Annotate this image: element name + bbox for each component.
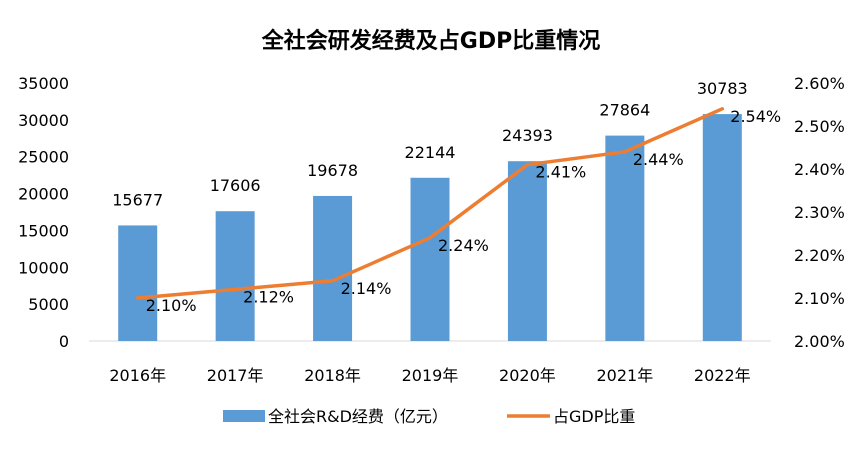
x-tick-label: 2018年 (304, 366, 361, 385)
y-left-tick-label: 5000 (28, 295, 69, 314)
y-left-tick-label: 15000 (18, 221, 69, 240)
x-tick-label: 2017年 (207, 366, 264, 385)
y-left-tick-label: 35000 (18, 74, 69, 93)
bar (410, 177, 450, 341)
line-data-label: 2.41% (535, 163, 586, 182)
y-right-tick-label: 2.10% (794, 289, 845, 308)
bar (118, 225, 158, 341)
bar (215, 211, 255, 341)
y-left-tick-label: 10000 (18, 258, 69, 277)
y-left-tick-label: 30000 (18, 111, 69, 130)
line-data-labels: 2.10% 2.12% 2.14% 2.24% 2.41% 2.44% 2.54% (146, 107, 781, 315)
bar-data-labels: 15677 17606 19678 22144 24393 27864 30783 (112, 79, 747, 209)
y-right-tick-label: 2.20% (794, 246, 845, 265)
bar-data-label: 24393 (502, 126, 553, 145)
line-data-label: 2.12% (243, 287, 294, 306)
line-data-label: 2.10% (146, 296, 197, 315)
line-series (135, 107, 725, 300)
bar (702, 114, 742, 341)
y-axis-left: 0 5000 10000 15000 20000 25000 30000 35000 (18, 74, 69, 351)
legend-swatch-bar (223, 410, 265, 422)
bar-series (118, 114, 742, 341)
y-right-tick-label: 2.50% (794, 117, 845, 136)
bar (605, 135, 645, 341)
line-path (135, 107, 725, 300)
y-right-tick-label: 2.60% (794, 74, 845, 93)
y-right-tick-label: 2.30% (794, 203, 845, 222)
line-data-label: 2.24% (438, 236, 489, 255)
chart-title: 全社会研发经费及占GDP比重情况 (261, 28, 600, 54)
y-right-tick-label: 2.00% (794, 332, 845, 351)
legend-label-bar: 全社会R&D经费（亿元） (268, 407, 448, 426)
y-right-tick-label: 2.40% (794, 160, 845, 179)
y-left-tick-label: 0 (59, 332, 69, 351)
y-axis-right: 2.00% 2.10% 2.20% 2.30% 2.40% 2.50% 2.60% (794, 74, 845, 351)
x-tick-label: 2021年 (596, 366, 653, 385)
x-tick-label: 2019年 (402, 366, 459, 385)
line-data-label: 2.14% (341, 279, 392, 298)
bar-data-label: 19678 (307, 161, 358, 180)
y-left-tick-label: 20000 (18, 185, 69, 204)
y-left-tick-label: 25000 (18, 148, 69, 167)
legend-label-line: 占GDP比重 (553, 407, 635, 426)
bar-data-label: 27864 (599, 101, 650, 120)
line-data-label: 2.44% (633, 150, 684, 169)
legend: 全社会R&D经费（亿元） 占GDP比重 (223, 407, 635, 426)
bar-data-label: 22144 (405, 143, 456, 162)
x-tick-label: 2022年 (694, 366, 751, 385)
bar-data-label: 30783 (697, 79, 748, 98)
bar-data-label: 15677 (112, 190, 163, 209)
x-tick-label: 2020年 (499, 366, 556, 385)
x-tick-label: 2016年 (109, 366, 166, 385)
bar (507, 161, 547, 341)
bar (313, 195, 353, 341)
line-data-label: 2.54% (730, 107, 781, 126)
x-axis: 2016年 2017年 2018年 2019年 2020年 2021年 2022年 (109, 366, 750, 385)
bar-data-label: 17606 (210, 176, 261, 195)
